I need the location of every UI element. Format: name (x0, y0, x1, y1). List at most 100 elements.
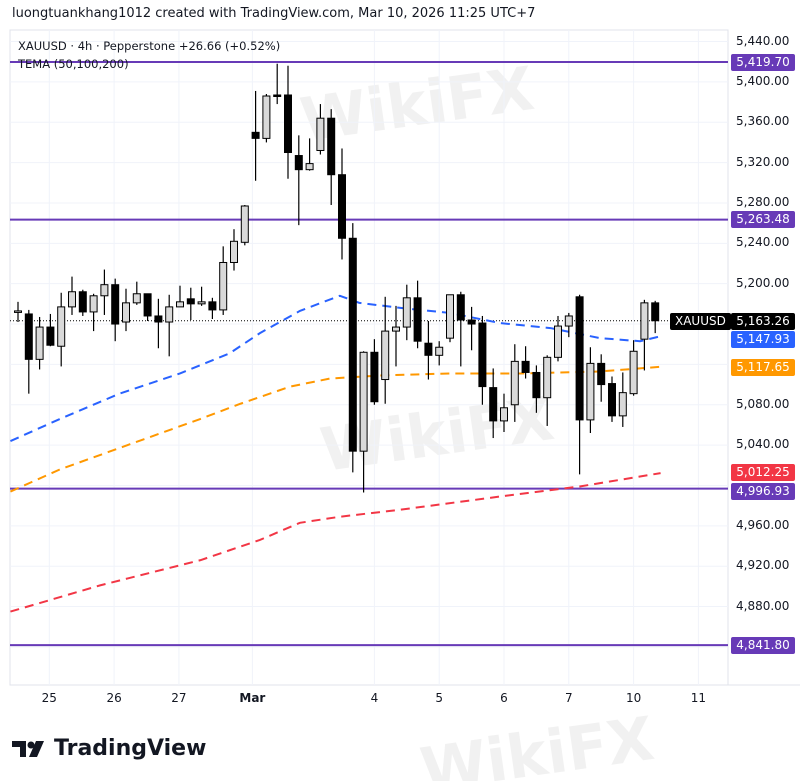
time-tick-label: 26 (106, 691, 122, 705)
candle-body (575, 296, 584, 421)
candle-body (456, 294, 465, 321)
plot-frame (9, 29, 729, 686)
symbol-legend[interactable]: XAUUSD · 4h · Pepperstone +26.66 (+0.52%… (18, 39, 281, 53)
candle-body (424, 342, 433, 356)
candle-body (24, 313, 33, 360)
time-tick-label: 25 (41, 691, 57, 705)
candle-body (100, 284, 109, 297)
candle-body (327, 117, 336, 176)
candle-body (543, 356, 552, 399)
candle-body (46, 326, 55, 346)
time-tick-label: 11 (690, 691, 707, 705)
candle-body (219, 261, 228, 311)
tema-line-50 (10, 294, 661, 442)
candle-body (262, 95, 271, 139)
candle-body (68, 291, 76, 308)
price-badge: 5,012.25 (731, 463, 795, 481)
candle-body (111, 284, 120, 325)
candle-body (57, 306, 66, 347)
time-tick-label: Mar (239, 691, 266, 705)
candle-body (348, 237, 357, 452)
price-badge: 5,419.70 (731, 53, 795, 71)
candle-body (143, 293, 152, 317)
candle-body (305, 163, 314, 171)
candle-body (370, 351, 379, 403)
candle-body (586, 362, 595, 421)
symbol-tag: XAUUSD (670, 313, 731, 330)
time-tick-label: 10 (625, 691, 642, 705)
candle-body (273, 94, 282, 97)
candle-body (208, 301, 217, 311)
candle-body (640, 302, 649, 340)
candle-body (338, 174, 346, 239)
price-badge: 4,996.93 (731, 482, 795, 500)
candle-body (284, 94, 292, 154)
candle-body (500, 407, 508, 422)
candle-body (597, 362, 606, 386)
candle-body (230, 240, 238, 263)
time-tick-label: 6 (500, 691, 508, 705)
price-tick-label: 5,240.00 (736, 235, 790, 250)
price-tick-label: 5,400.00 (736, 73, 790, 88)
candle-body (618, 392, 627, 417)
candle-body (154, 315, 163, 323)
time-tick-label: 27 (171, 691, 187, 705)
tradingview-logo-text: TradingView (54, 736, 207, 761)
candle-body (14, 310, 22, 313)
candle-body (89, 295, 98, 313)
price-badge: 5,163.26 (731, 312, 795, 330)
candle-body (510, 360, 519, 406)
candle-body (608, 383, 616, 417)
tradingview-logo-icon (12, 740, 44, 757)
indicator-legend[interactable]: TEMA (50,100,200) (18, 57, 129, 71)
time-tick-label: 7 (564, 691, 573, 705)
price-tick-label: 4,960.00 (736, 517, 790, 532)
candle-body (467, 319, 476, 325)
candle-body (521, 360, 530, 373)
candle-body (532, 371, 541, 399)
price-badge: 5,117.65 (731, 358, 795, 376)
candle-body (35, 326, 44, 360)
candle-body (122, 302, 130, 323)
price-tick-label: 5,040.00 (736, 437, 790, 452)
candle-body (240, 205, 249, 243)
price-tick-label: 5,320.00 (736, 154, 790, 169)
candle-body (381, 330, 390, 381)
candle-body (197, 301, 206, 305)
credit-text: luongtuankhang1012 created with TradingV… (12, 6, 536, 21)
price-tick-label: 5,440.00 (736, 33, 790, 48)
candle-body (446, 294, 454, 339)
candle-body (165, 306, 174, 323)
price-tick-label: 5,080.00 (736, 396, 790, 411)
tradingview-logo[interactable]: TradingView (12, 736, 206, 761)
time-tick-label: 5 (435, 691, 444, 705)
price-tick-label: 5,360.00 (736, 114, 790, 129)
candle-body (359, 351, 368, 452)
candle-body (554, 325, 562, 358)
price-badge: 5,263.48 (731, 210, 795, 228)
candle-body (251, 131, 260, 139)
price-tick-label: 4,880.00 (736, 598, 790, 613)
price-tick-label: 4,920.00 (736, 558, 790, 573)
candle-body (316, 117, 325, 151)
price-badge: 5,147.93 (731, 330, 795, 348)
candle-body (435, 346, 444, 356)
time-tick-label: 4 (370, 691, 379, 705)
candle-body (564, 315, 573, 327)
candle-body (294, 155, 303, 171)
candle-body (186, 298, 195, 305)
candle-body (629, 350, 638, 395)
tema-line-200 (10, 472, 661, 613)
candle-body (392, 326, 400, 332)
candle-body (78, 291, 87, 313)
candle-body (132, 293, 141, 304)
tema-line-100 (10, 365, 661, 493)
price-tick-label: 5,280.00 (736, 194, 790, 209)
candle-body (489, 387, 498, 422)
price-badge: 4,841.80 (731, 636, 795, 654)
candle-body (651, 302, 660, 322)
candle-body (413, 297, 422, 342)
price-tick-label: 5,200.00 (736, 275, 790, 290)
